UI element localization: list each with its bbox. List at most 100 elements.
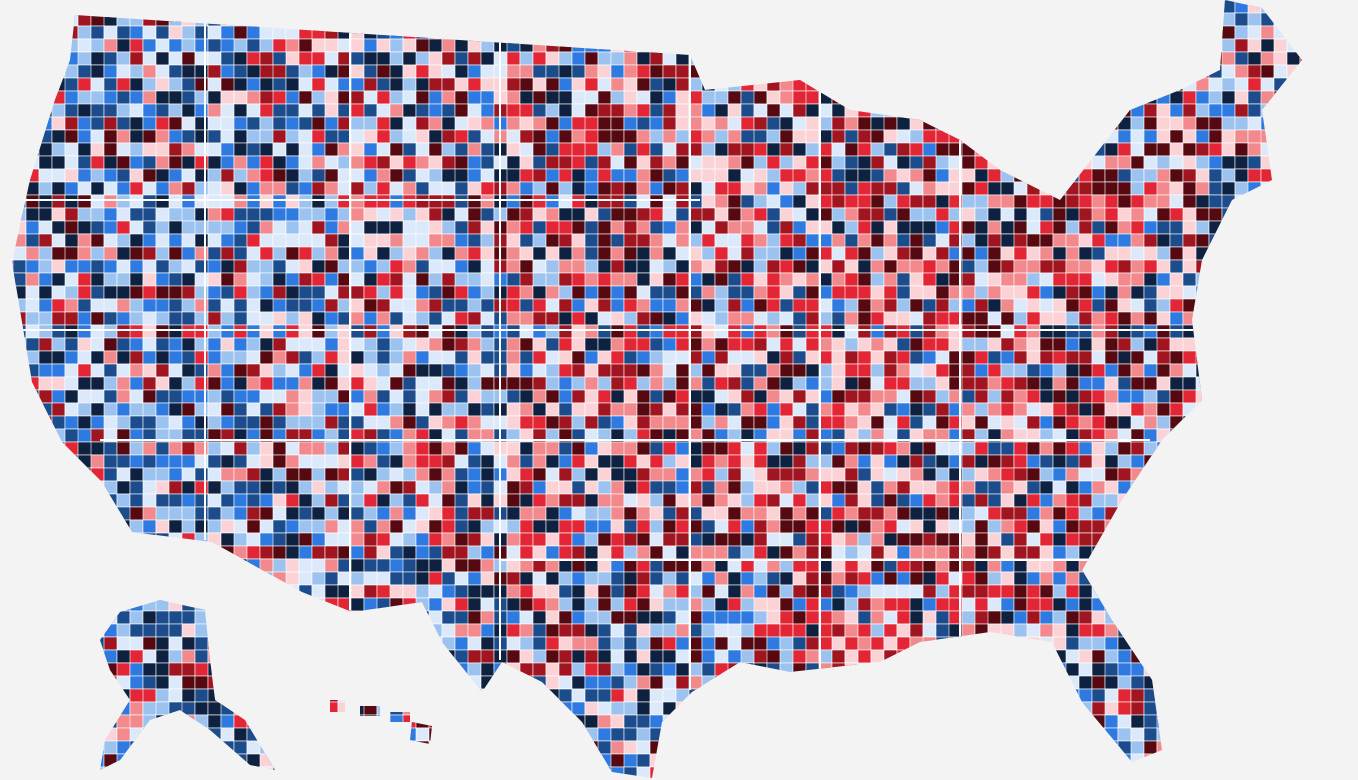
- county: [1260, 506, 1275, 521]
- county: [1156, 337, 1171, 352]
- county: [857, 12, 872, 27]
- county: [285, 454, 300, 469]
- county: [766, 25, 794, 40]
- county: [142, 350, 157, 365]
- county: [818, 38, 846, 53]
- county: [740, 25, 768, 40]
- county: [1208, 194, 1223, 209]
- county: [532, 532, 547, 547]
- county: [376, 181, 391, 196]
- county: [155, 467, 170, 482]
- county: [597, 51, 612, 66]
- county: [194, 584, 209, 599]
- county: [1313, 546, 1326, 559]
- county: [1273, 545, 1288, 560]
- county: [961, 0, 989, 14]
- county: [974, 272, 989, 287]
- county: [1313, 403, 1326, 416]
- county: [25, 454, 40, 469]
- county: [623, 441, 638, 456]
- county: [1013, 324, 1028, 339]
- county: [1104, 545, 1119, 560]
- county: [857, 181, 872, 196]
- county: [506, 142, 521, 157]
- county: [792, 272, 807, 287]
- county: [194, 597, 209, 612]
- county: [675, 129, 690, 144]
- county: [532, 402, 547, 417]
- county: [727, 103, 742, 118]
- county: [1117, 51, 1145, 66]
- county: [168, 64, 183, 79]
- county: [207, 337, 222, 352]
- county: [12, 545, 27, 560]
- county: [831, 64, 846, 79]
- county: [662, 181, 677, 196]
- county: [662, 350, 677, 365]
- county: [1091, 597, 1106, 612]
- county: [454, 103, 469, 118]
- county: [1130, 103, 1145, 118]
- county: [1221, 350, 1236, 365]
- county: [1339, 208, 1352, 221]
- county: [1143, 519, 1171, 534]
- county: [1143, 285, 1158, 300]
- county: [545, 272, 560, 287]
- county: [883, 38, 911, 53]
- county: [1065, 77, 1080, 92]
- county: [571, 103, 586, 118]
- county: [1039, 168, 1054, 183]
- county: [376, 259, 391, 274]
- county: [363, 467, 378, 482]
- county: [155, 207, 170, 222]
- county: [545, 194, 560, 209]
- county: [64, 77, 79, 92]
- county: [324, 142, 339, 157]
- county: [818, 77, 833, 92]
- county: [1182, 545, 1197, 560]
- county: [1286, 337, 1301, 352]
- county: [883, 51, 898, 66]
- county: [831, 103, 846, 118]
- county: [441, 0, 469, 14]
- county: [870, 454, 885, 469]
- county: [844, 363, 859, 378]
- county: [12, 545, 27, 560]
- county: [792, 51, 807, 66]
- county: [428, 467, 443, 482]
- county: [402, 571, 417, 586]
- county: [1286, 285, 1301, 300]
- county: [506, 532, 521, 547]
- county: [272, 493, 287, 508]
- county: [1169, 246, 1184, 261]
- county: [389, 363, 404, 378]
- county: [428, 545, 443, 560]
- county: [1339, 468, 1352, 481]
- county: [1117, 181, 1132, 196]
- county: [467, 311, 482, 326]
- county: [389, 571, 404, 586]
- county: [12, 480, 27, 495]
- county: [571, 0, 586, 14]
- county: [1273, 246, 1301, 261]
- county: [402, 25, 430, 40]
- county: [1182, 428, 1210, 443]
- county: [1208, 220, 1223, 235]
- county: [805, 64, 820, 79]
- county: [441, 610, 456, 625]
- county: [1352, 364, 1358, 377]
- county: [545, 610, 560, 625]
- county: [1260, 415, 1288, 430]
- county: [1000, 480, 1015, 495]
- county: [77, 12, 92, 27]
- county: [1117, 142, 1132, 157]
- county: [155, 519, 170, 534]
- county: [467, 610, 482, 625]
- county: [1156, 506, 1171, 521]
- county: [233, 571, 248, 586]
- county: [272, 441, 287, 456]
- county: [727, 90, 742, 105]
- county: [753, 246, 768, 261]
- county: [324, 519, 339, 534]
- county: [1104, 116, 1119, 131]
